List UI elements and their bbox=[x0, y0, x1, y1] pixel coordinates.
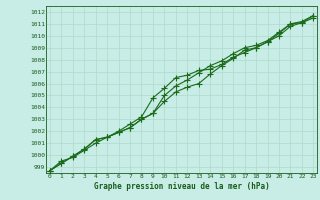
X-axis label: Graphe pression niveau de la mer (hPa): Graphe pression niveau de la mer (hPa) bbox=[94, 182, 269, 191]
